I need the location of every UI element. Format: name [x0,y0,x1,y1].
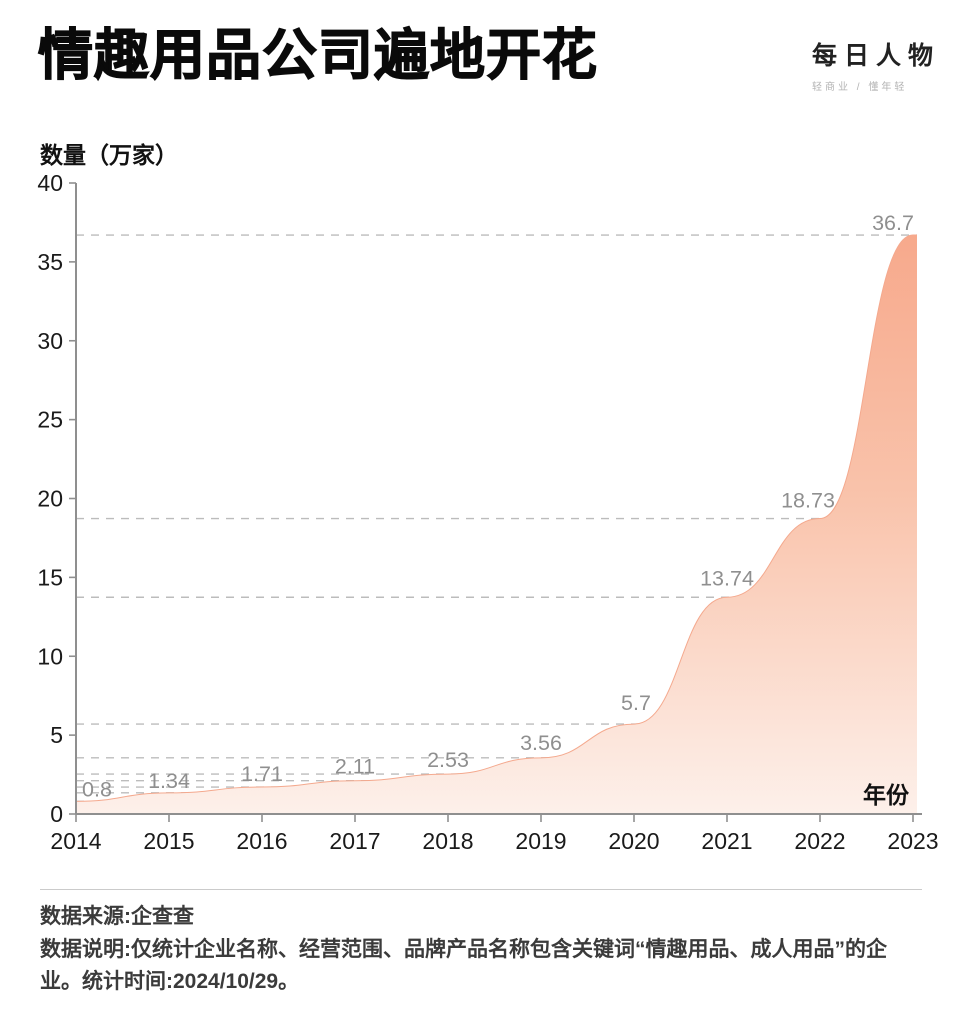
area-edge [75,234,917,802]
page-title: 情趣用品公司遍地开花 [37,23,599,86]
x-tick-label: 2022 [794,828,845,854]
value-label-0.8: 0.8 [82,777,112,801]
x-tick-label: 2020 [608,828,659,854]
x-tick-label: 2014 [50,828,101,854]
logo-tagline: 轻商业 / 懂年轻 [812,82,908,93]
y-tick-label: 20 [37,486,63,512]
x-tick-label: 2019 [515,828,566,854]
data-note: 数据说明:仅统计企业名称、经营范围、品牌产品名称包含关键词“情趣用品、成人用品”… [40,938,887,993]
value-label-5.7: 5.7 [621,691,651,715]
area-series [76,235,917,814]
logo-wordmark: 每日人物 [812,42,941,70]
value-label-18.73: 18.73 [781,489,835,513]
value-label-1.34: 1.34 [148,769,190,793]
y-axis-title: 数量（万家） [40,142,178,168]
value-label-3.56: 3.56 [520,731,562,755]
value-label-36.7: 36.7 [872,211,914,235]
y-tick-label: 10 [37,643,63,669]
y-tick-label: 30 [37,328,63,354]
footer: 数据来源:企查查 数据说明:仅统计企业名称、经营范围、品牌产品名称包含关键词“情… [40,901,926,998]
y-tick-label: 15 [37,564,63,590]
value-label-1.71: 1.71 [241,762,283,786]
value-label-2.53: 2.53 [427,748,469,772]
x-tick-label: 2016 [236,828,287,854]
x-tick-label: 2017 [329,828,380,854]
x-tick-label: 2015 [143,828,194,854]
x-tick-label: 2023 [887,828,938,854]
x-axis-title: 年份 [863,782,909,808]
value-label-13.74: 13.74 [700,566,754,590]
value-label-2.11: 2.11 [335,755,375,779]
logo: 每日人物 轻商业 / 懂年轻 [812,36,952,93]
y-tick-label: 25 [37,407,63,433]
data-source: 数据来源:企查查 [40,905,194,928]
y-tick-label: 35 [37,249,63,275]
y-tick-label: 40 [37,170,63,196]
x-tick-label: 2018 [422,828,473,854]
footer-divider [40,889,922,890]
y-tick-label: 5 [50,722,63,748]
y-tick-label: 0 [50,801,63,827]
x-tick-label: 2021 [701,828,752,854]
